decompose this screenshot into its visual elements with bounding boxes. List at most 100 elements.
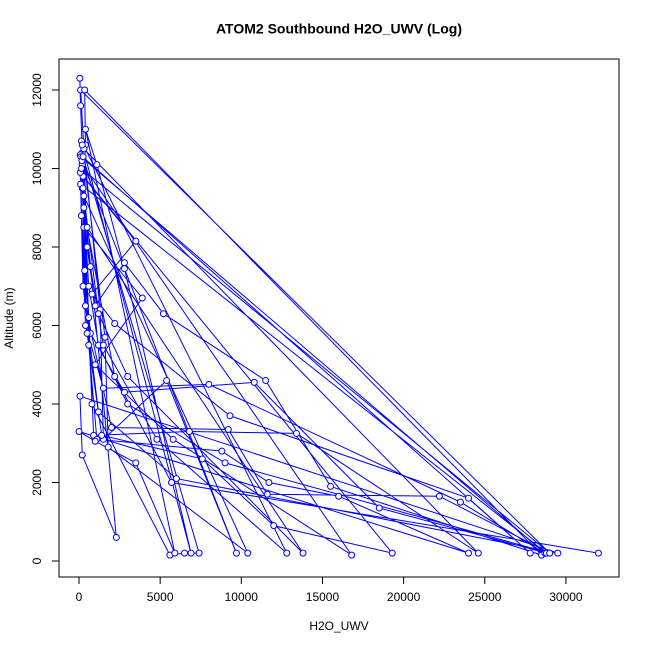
data-point (98, 431, 106, 439)
data-point (224, 426, 232, 434)
data-point (262, 376, 270, 384)
data-point (198, 455, 206, 463)
plot-frame (58, 58, 620, 578)
data-point (101, 333, 109, 341)
data-point (263, 490, 271, 498)
data-point (91, 361, 99, 369)
data-point (163, 376, 171, 384)
data-point (79, 153, 87, 161)
data-point (85, 341, 93, 349)
data-point (218, 447, 226, 455)
data-point (83, 329, 91, 337)
data-point (91, 437, 99, 445)
data-point (85, 314, 93, 322)
data-point (327, 482, 335, 490)
data-point (594, 549, 602, 557)
data-point (85, 282, 93, 290)
data-point (99, 341, 107, 349)
data-line (78, 78, 599, 556)
y-tick-label: 10000 (30, 151, 44, 185)
data-point (153, 435, 161, 443)
data-point (244, 549, 252, 557)
data-point (171, 549, 179, 557)
data-point (120, 265, 128, 273)
data-point (83, 223, 91, 231)
chart-title: ATOM2 Southbound H2O_UWV (Log) (216, 21, 462, 37)
data-point (88, 400, 96, 408)
data-point (546, 549, 554, 557)
data-point (88, 290, 96, 298)
data-point (99, 384, 107, 392)
data-point (81, 321, 89, 329)
y-tick-label: 4000 (30, 390, 44, 417)
data-point (554, 549, 562, 557)
data-point (112, 533, 120, 541)
data-point (78, 451, 86, 459)
x-tick-label: 5000 (147, 590, 174, 604)
data-point (221, 459, 229, 467)
data-point (283, 549, 291, 557)
data-point (172, 475, 180, 483)
y-tick-label: 2000 (30, 469, 44, 496)
data-point (132, 459, 140, 467)
data-point (83, 243, 91, 251)
data-point (526, 549, 534, 557)
data-point (388, 549, 396, 557)
data-point (185, 427, 193, 435)
data-point (187, 549, 195, 557)
x-tick-label: 25000 (468, 590, 502, 604)
data-point (195, 549, 203, 557)
data-point (168, 478, 176, 486)
data-point (270, 522, 278, 530)
data-point (81, 267, 89, 275)
data-point (205, 380, 213, 388)
data-point (81, 125, 89, 133)
data-point (94, 310, 102, 318)
y-tick-label: 6000 (30, 312, 44, 339)
data-point (111, 320, 119, 328)
y-axis-label: Altitude (m) (2, 287, 16, 348)
data-point (456, 498, 464, 506)
data-point (120, 259, 128, 267)
data-point (265, 478, 273, 486)
data-point (138, 294, 146, 302)
x-tick-label: 30000 (549, 590, 583, 604)
data-point (76, 74, 84, 82)
data-point (159, 310, 167, 318)
data-point (250, 378, 258, 386)
data-point (76, 392, 84, 400)
data-point (111, 373, 119, 381)
x-tick-label: 10000 (225, 590, 259, 604)
data-point (77, 165, 85, 173)
data-point (375, 504, 383, 512)
data-point (79, 184, 87, 192)
data-point (292, 429, 300, 437)
x-axis-label: H2O_UWV (309, 619, 368, 633)
data-point (348, 551, 356, 559)
data-point (120, 388, 128, 396)
data-point (75, 427, 83, 435)
data-point (81, 86, 89, 94)
y-tick-label: 0 (30, 557, 44, 564)
data-point (94, 408, 102, 416)
data-point (80, 204, 88, 212)
data-point (104, 443, 112, 451)
data-point (132, 237, 140, 245)
data-point (335, 492, 343, 500)
data-point (299, 549, 307, 557)
x-tick-label: 0 (76, 590, 83, 604)
data-point (465, 549, 473, 557)
data-point (91, 302, 99, 310)
data-point (79, 282, 87, 290)
x-tick-label: 15000 (306, 590, 340, 604)
data-point (80, 192, 88, 200)
data-point (474, 549, 482, 557)
data-point (465, 494, 473, 502)
data-point (124, 373, 132, 381)
y-tick-label: 12000 (30, 73, 44, 107)
data-point (232, 549, 240, 557)
data-point (93, 161, 101, 169)
data-point (124, 400, 132, 408)
data-point (107, 424, 115, 432)
